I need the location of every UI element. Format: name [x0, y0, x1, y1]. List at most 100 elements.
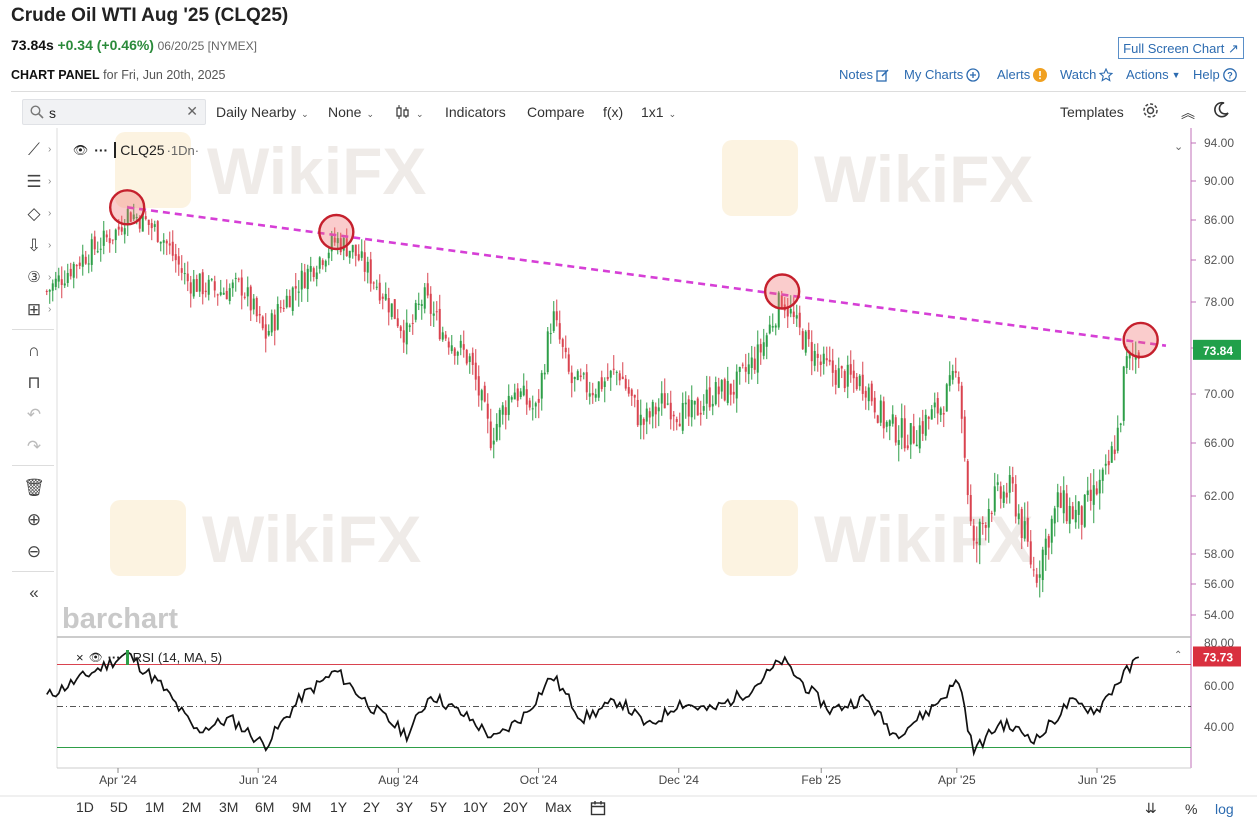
eye-icon[interactable]: 👁 [73, 143, 89, 157]
chevron-right-icon: › [48, 304, 52, 315]
trendline[interactable] [127, 206, 1167, 347]
full-screen-button[interactable]: Full Screen Chart ↗ [1118, 37, 1244, 59]
rsi-collapse-icon[interactable]: ⌃ [1174, 650, 1183, 661]
zoom-out-icon[interactable]: ⊖ [26, 542, 42, 561]
overlay-dropdown[interactable]: None ⌄ [328, 104, 374, 120]
range-button-5d[interactable]: 5D [110, 799, 128, 815]
range-button-6m[interactable]: 6M [255, 799, 275, 815]
measure-tool-icon[interactable]: ⊞ [26, 300, 42, 319]
actions-menu[interactable]: Actions ▼ [1126, 67, 1181, 82]
range-button-1m[interactable]: 1M [145, 799, 165, 815]
magnet-icon[interactable]: ∩ [27, 341, 41, 360]
candle [315, 265, 318, 287]
notes-menu[interactable]: Notes [839, 67, 890, 82]
candle [60, 266, 63, 299]
layout-dropdown[interactable]: 1x1 ⌄ [641, 104, 676, 120]
candle [1083, 494, 1086, 529]
more-icon[interactable]: ··· [94, 142, 109, 158]
range-button-9m[interactable]: 9M [292, 799, 312, 815]
candle [63, 270, 66, 289]
trendline-tool-icon[interactable]: ⟋ [28, 140, 40, 159]
range-button-3y[interactable]: 3Y [396, 799, 414, 815]
undo-icon[interactable]: ↶ [26, 405, 42, 424]
range-button-5y[interactable]: 5Y [430, 799, 448, 815]
clear-search-icon[interactable]: ✕ [186, 103, 198, 119]
interval-dropdown[interactable]: Daily Nearby ⌄ [216, 104, 309, 120]
alerts-menu[interactable]: Alerts [997, 67, 1048, 82]
scroll-down-icon[interactable]: ⇊ [1145, 800, 1157, 816]
range-button-10y[interactable]: 10Y [463, 799, 488, 815]
alerts-label: Alerts [997, 67, 1031, 82]
watermark-text: WikiFX [814, 502, 1033, 576]
candle [915, 430, 918, 447]
redo-icon[interactable]: ↷ [26, 437, 42, 456]
candle [294, 273, 297, 301]
candle [225, 279, 228, 300]
candle [609, 369, 612, 391]
range-button-3m[interactable]: 3M [219, 799, 239, 815]
percent-toggle[interactable]: % [1185, 801, 1198, 817]
symbol-search-input[interactable]: s ✕ [22, 99, 206, 125]
candle [552, 301, 555, 333]
watch-menu[interactable]: Watch [1060, 67, 1114, 82]
layout-label: 1x1 [641, 104, 664, 120]
settings-icon[interactable] [1142, 102, 1159, 122]
fib-tool-icon[interactable]: ☰ [26, 172, 42, 191]
candle [78, 256, 81, 270]
candle [129, 211, 132, 222]
range-button-max[interactable]: Max [545, 799, 572, 815]
collapse-up-icon[interactable]: ︽ [1181, 105, 1195, 121]
candle [180, 255, 183, 281]
log-toggle[interactable]: log [1215, 801, 1234, 817]
candle [687, 395, 690, 426]
calendar-icon[interactable] [590, 800, 606, 821]
help-menu[interactable]: Help ? [1193, 67, 1237, 82]
candle [1038, 560, 1041, 598]
more-icon[interactable]: ··· [107, 650, 121, 665]
candle [1020, 506, 1023, 550]
number-marker-icon[interactable]: ③ [27, 269, 41, 286]
range-button-2m[interactable]: 2M [182, 799, 202, 815]
dark-mode-icon[interactable] [1212, 101, 1230, 122]
candle [669, 390, 672, 430]
function-button[interactable]: f(x) [603, 104, 624, 120]
close-icon[interactable]: × [76, 650, 84, 665]
trash-icon[interactable]: 🗑 [23, 478, 45, 497]
range-button-1d[interactable]: 1D [76, 799, 94, 815]
range-button-1y[interactable]: 1Y [330, 799, 348, 815]
x-tick-label: Oct '24 [520, 773, 558, 787]
legend-collapse-icon[interactable]: ⌄ [1174, 141, 1184, 153]
arrow-down-tool-icon[interactable]: ⇩ [26, 236, 42, 255]
shape-tool-icon[interactable]: ◇ [27, 204, 41, 223]
candle [396, 309, 399, 328]
panel-date: for Fri, Jun 20th, 2025 [103, 68, 226, 82]
eye-icon[interactable]: 👁 [88, 652, 103, 664]
zoom-in-icon[interactable]: ⊕ [26, 510, 42, 529]
candle [711, 395, 714, 416]
candle [279, 300, 282, 313]
collapse-left-icon[interactable]: « [29, 583, 39, 602]
chart-type-dropdown[interactable]: ⌄ [395, 104, 424, 120]
candle [570, 365, 573, 398]
my-charts-menu[interactable]: My Charts [904, 67, 980, 82]
candle [120, 215, 123, 236]
range-button-2y[interactable]: 2Y [363, 799, 381, 815]
barchart-logo: barchart [62, 603, 178, 635]
watermark-logo [722, 500, 798, 576]
candle [1113, 435, 1116, 461]
rsi-legend: × 👁 ··· RSI (14, MA, 5) [76, 650, 222, 665]
indicators-button[interactable]: Indicators [445, 104, 506, 120]
candle [357, 244, 360, 262]
range-button-20y[interactable]: 20Y [503, 799, 528, 815]
candle [591, 382, 594, 404]
candle [762, 328, 765, 360]
candle [483, 381, 486, 403]
candle [792, 297, 795, 324]
chart-title: Crude Oil WTI Aug '25 (CLQ25) [11, 5, 289, 26]
last-price-tag [1193, 339, 1241, 360]
templates-button[interactable]: Templates [1060, 104, 1124, 120]
candle [894, 414, 897, 446]
compare-button[interactable]: Compare [527, 104, 585, 120]
candle [162, 233, 165, 255]
unlock-icon[interactable]: ⊓ [27, 373, 41, 392]
